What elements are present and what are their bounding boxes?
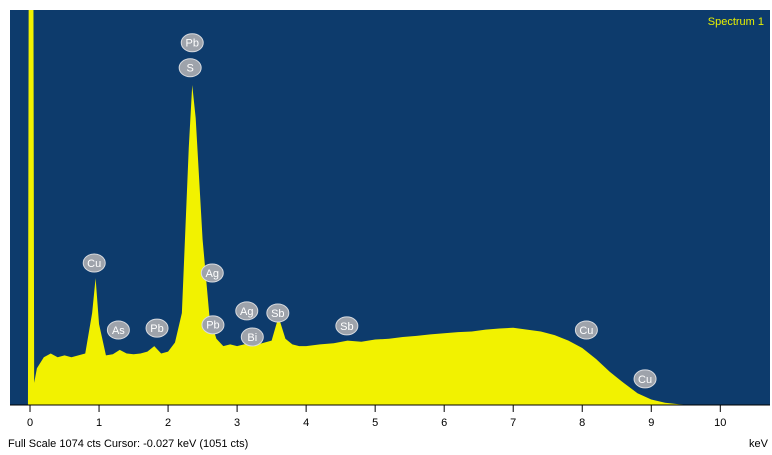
annotation-label: Cu bbox=[579, 325, 593, 337]
spectrum-area bbox=[10, 10, 770, 405]
annotation-badge bbox=[180, 33, 204, 53]
x-tick-label: 4 bbox=[303, 417, 309, 429]
annotation-label: Cu bbox=[87, 258, 101, 270]
annotation-label: Pb bbox=[206, 320, 219, 332]
annotation-label: S bbox=[186, 63, 193, 75]
annotation-label: Pb bbox=[150, 323, 163, 335]
annotation-badge bbox=[266, 303, 290, 323]
annotation-badge bbox=[235, 301, 259, 321]
x-tick-label: 1 bbox=[96, 417, 102, 429]
annotation-label: Cu bbox=[638, 374, 652, 386]
annotation-badge bbox=[201, 315, 225, 335]
annotation-label: As bbox=[112, 325, 125, 337]
x-tick-label: 7 bbox=[510, 417, 516, 429]
x-tick-label: 9 bbox=[648, 417, 654, 429]
annotation-badge bbox=[240, 327, 264, 347]
annotation-label: Bi bbox=[247, 332, 257, 344]
x-tick-label: 6 bbox=[441, 417, 447, 429]
x-tick-label: 10 bbox=[714, 417, 726, 429]
annotation-label: Ag bbox=[240, 306, 253, 318]
annotation-badge bbox=[178, 58, 202, 78]
annotation-badge bbox=[574, 320, 598, 340]
annotation-label: Ag bbox=[206, 268, 219, 280]
x-tick-label: 0 bbox=[27, 417, 33, 429]
annotation-badge bbox=[145, 318, 169, 338]
x-axis-label: keV bbox=[749, 438, 769, 450]
footer: Full Scale 1074 cts Cursor: -0.027 keV (… bbox=[8, 438, 248, 450]
x-tick-label: 8 bbox=[579, 417, 585, 429]
annotation-label: Sb bbox=[340, 321, 353, 333]
chart-title: Spectrum 1 bbox=[708, 16, 764, 28]
x-tick-label: 2 bbox=[165, 417, 171, 429]
annotation-badge bbox=[106, 320, 130, 340]
annotation-label: Pb bbox=[185, 38, 198, 50]
annotation-label: Sb bbox=[271, 308, 284, 320]
annotation-badge bbox=[335, 316, 359, 336]
x-tick-label: 3 bbox=[234, 417, 240, 429]
annotation-badge bbox=[200, 263, 224, 283]
annotation-badge bbox=[633, 369, 657, 389]
annotation-badge bbox=[82, 253, 106, 273]
x-tick-label: 5 bbox=[372, 417, 378, 429]
